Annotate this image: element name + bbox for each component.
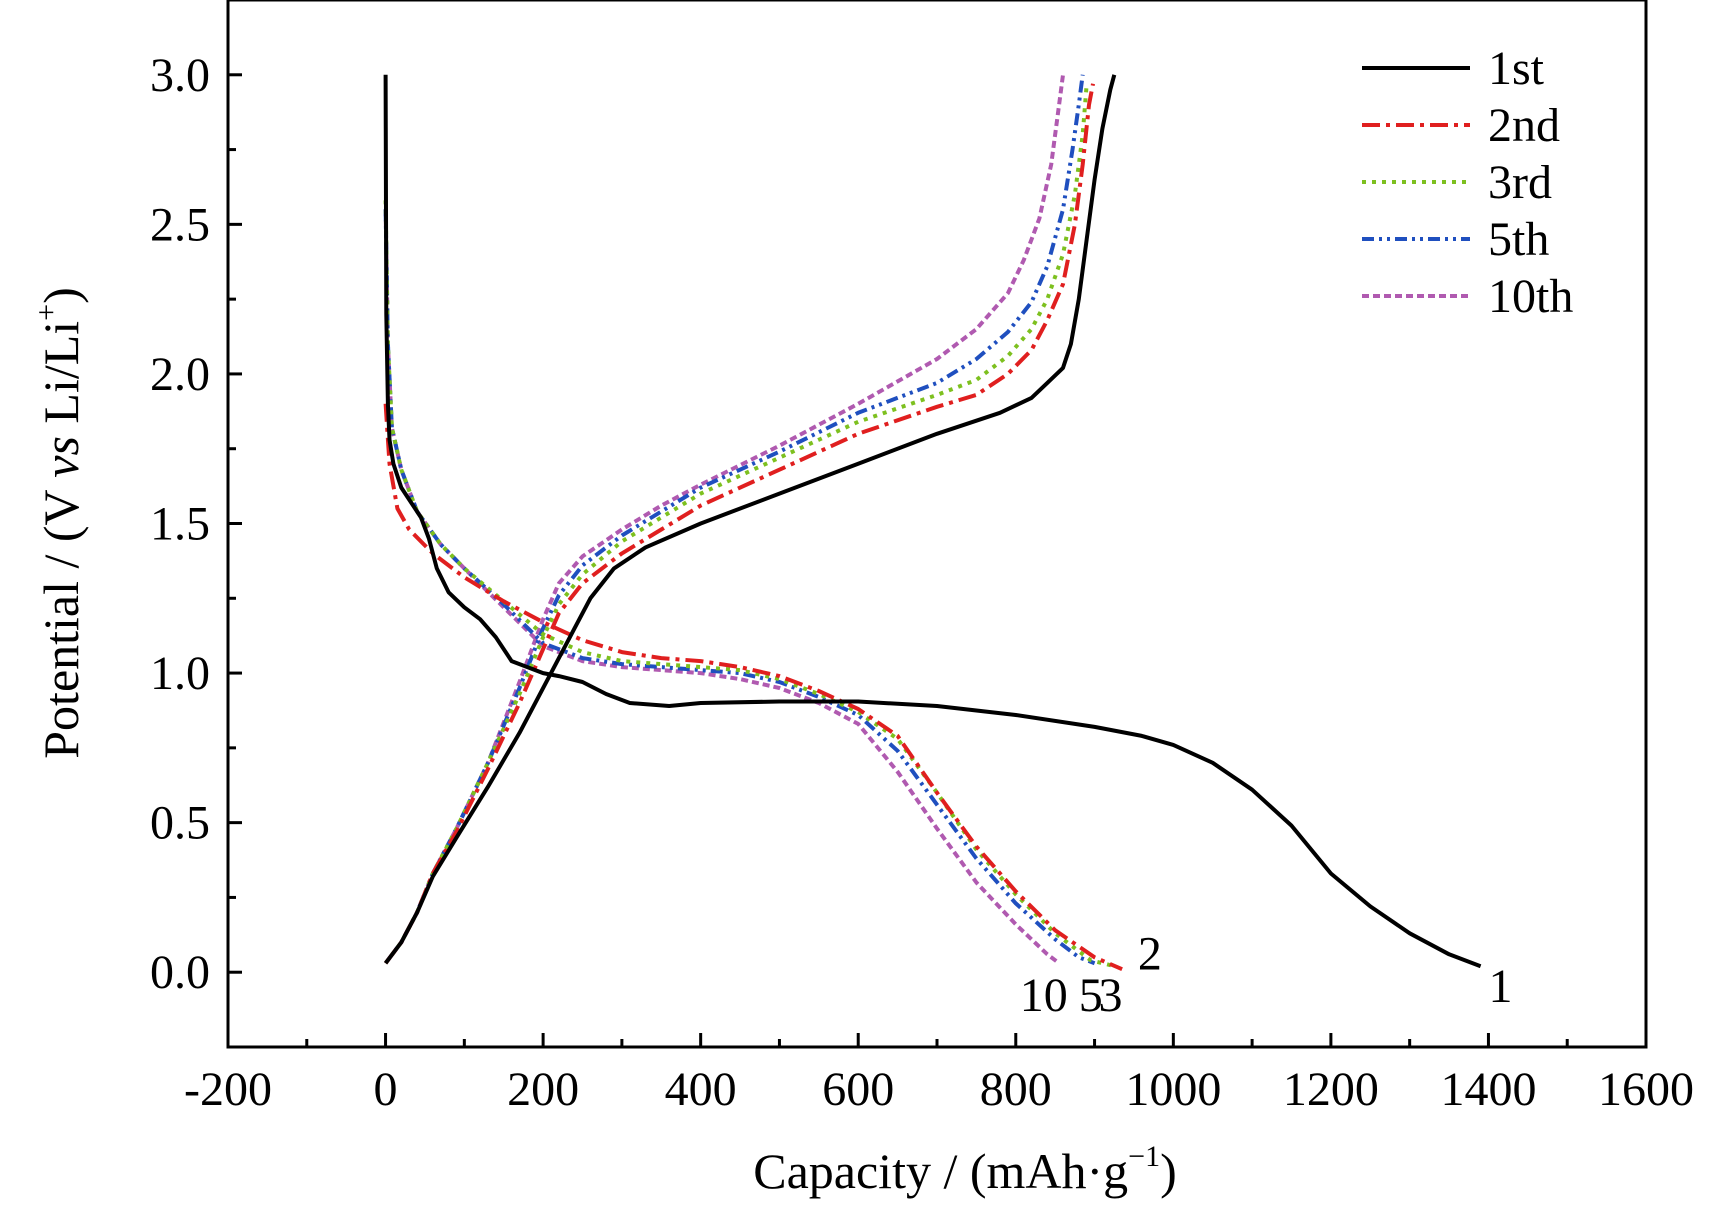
series-1st-charge-line xyxy=(384,74,1117,965)
curve-annotation-1: 1 xyxy=(1488,960,1512,1013)
axis-ticks: -200 0 200 400 600 800 1000 1200 1400 1600 0.0 0.5 1… xyxy=(150,0,1694,1116)
y-tick-label: 3.0 xyxy=(150,49,210,102)
series-5th-discharge-line xyxy=(383,209,1096,966)
series-2nd-discharge-line xyxy=(383,403,1123,972)
y-axis-title-italic: vs xyxy=(33,436,89,478)
x-tick-label: 1000 xyxy=(1125,1063,1221,1116)
legend-label-10th: 10th xyxy=(1488,270,1573,323)
y-tick-label: 1.0 xyxy=(150,647,210,700)
x-tick-label: 600 xyxy=(822,1063,894,1116)
legend-label-3rd: 3rd xyxy=(1488,156,1552,209)
series-2nd-charge-line xyxy=(384,83,1095,965)
x-tick-label: 0 xyxy=(374,1063,398,1116)
curve-annotation-3: 3 xyxy=(1098,969,1122,1022)
y-tick-label: 1.5 xyxy=(150,498,210,551)
y-axis-title-superscript: + xyxy=(30,304,63,321)
x-tick-label: 800 xyxy=(980,1063,1052,1116)
series-layer xyxy=(383,74,1482,972)
y-tick-label: 2.5 xyxy=(150,198,210,251)
series-5th-charge-line xyxy=(384,74,1085,965)
annotations: 1 2 10 53 xyxy=(1020,927,1513,1022)
x-tick-label: 1400 xyxy=(1440,1063,1536,1116)
x-axis-title: Capacity / (mAh·g−1) xyxy=(753,1140,1176,1199)
legend-label-5th: 5th xyxy=(1488,213,1549,266)
x-axis-title-superscript: −1 xyxy=(1128,1140,1160,1173)
series-3rd-discharge-line xyxy=(383,200,1115,969)
series-10th-charge-line xyxy=(384,74,1065,965)
y-tick-label: 0.5 xyxy=(150,797,210,850)
x-tick-label: -200 xyxy=(184,1063,272,1116)
curve-annotation-5: 5 xyxy=(1079,969,1103,1022)
legend-label-2nd: 2nd xyxy=(1488,99,1560,152)
curve-annotation-2: 2 xyxy=(1138,927,1162,980)
y-tick-label: 0.0 xyxy=(150,946,210,999)
x-tick-label: 1600 xyxy=(1598,1063,1694,1116)
y-axis-title: Potential / (V vs Li/Li+) xyxy=(30,287,89,759)
y-tick-label: 2.0 xyxy=(150,348,210,401)
series-1st-discharge-line xyxy=(383,74,1482,969)
x-tick-label: 200 xyxy=(507,1063,579,1116)
x-tick-label: 400 xyxy=(665,1063,737,1116)
plot-frame xyxy=(226,0,1648,1049)
series-3rd-charge-line xyxy=(384,83,1089,965)
curve-annotation-10: 10 xyxy=(1020,969,1068,1022)
x-tick-label: 1200 xyxy=(1283,1063,1379,1116)
legend-label-1st: 1st xyxy=(1488,42,1545,95)
series-10th-discharge-line xyxy=(383,209,1061,965)
